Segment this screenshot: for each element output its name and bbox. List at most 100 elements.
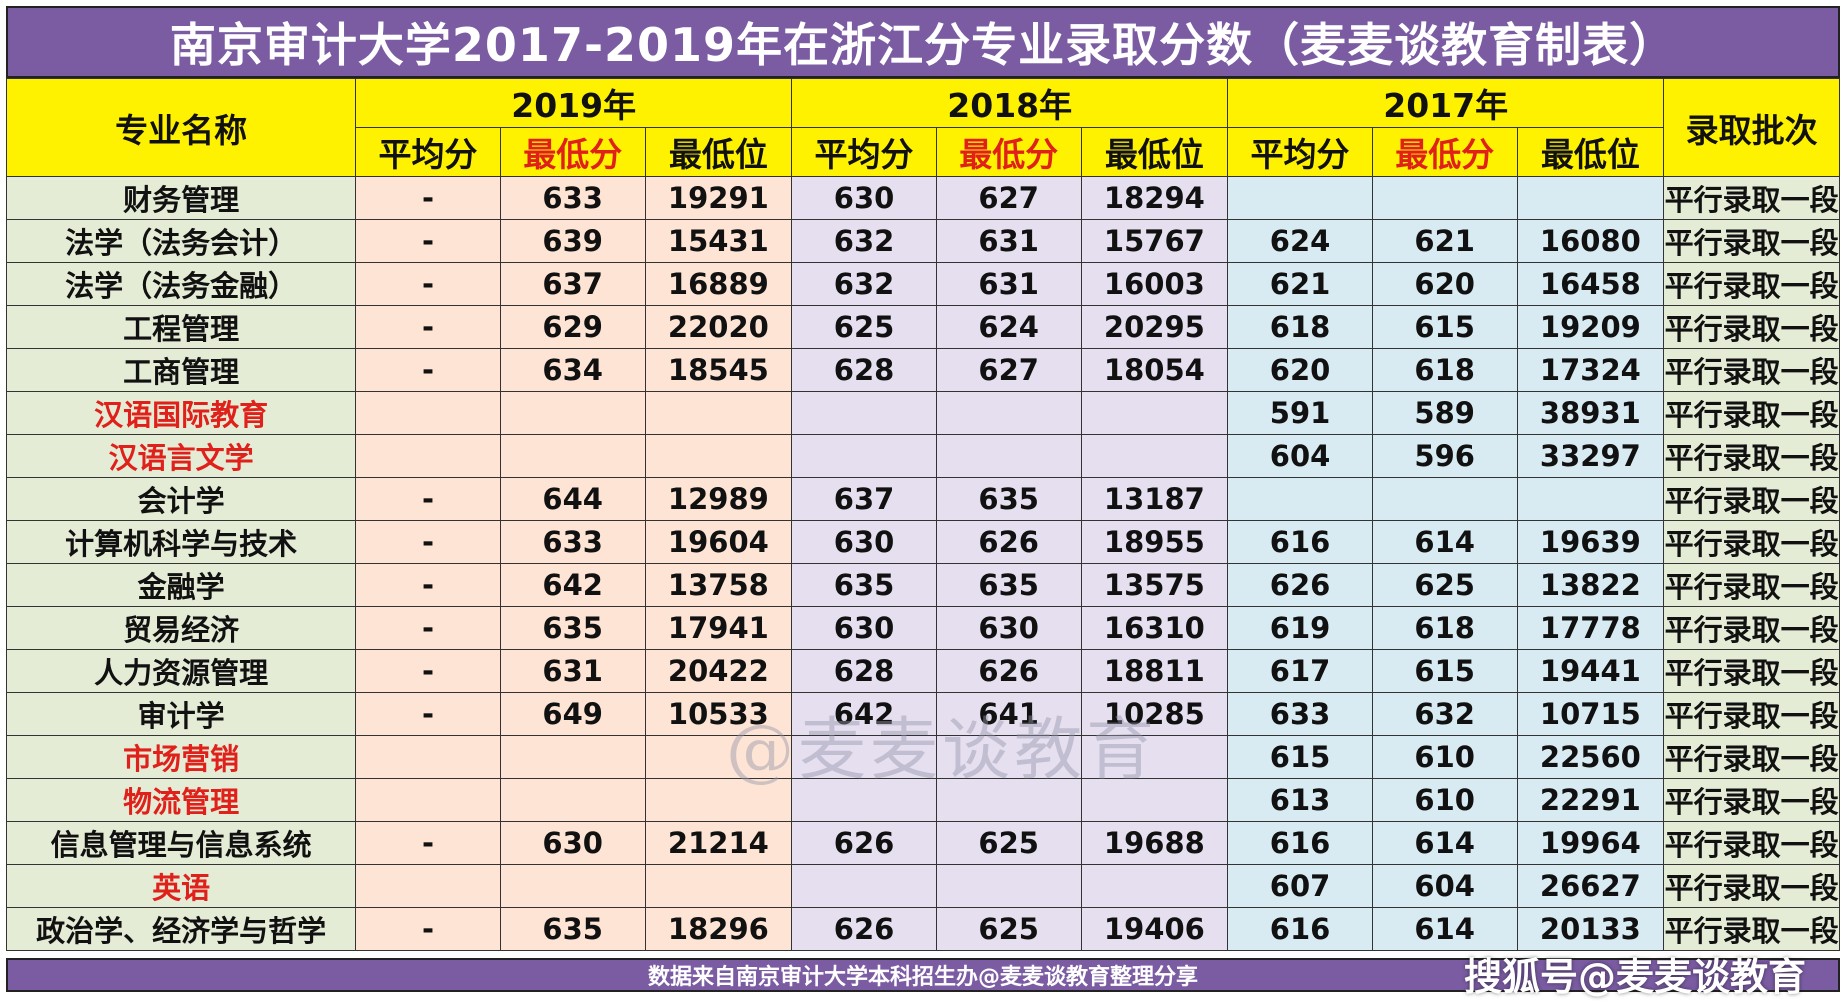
min-rank-2018-cell: 19688 [1080,821,1229,865]
min-score-2017-cell: 614 [1371,821,1518,865]
batch-cell: 平行录取一段 [1663,563,1840,607]
avg-score-2019-cell: - [355,649,501,693]
min-score-2017-cell: 604 [1371,864,1518,908]
min-score-2017-cell: 589 [1371,391,1518,435]
min-rank-2018-cell: 18054 [1080,348,1229,392]
header-min-2019: 最低分 [499,127,646,177]
min-rank-2019-cell: 19604 [644,520,793,564]
table-row: 金融学 -642 13758 635 635 13575 626 625 13822 平行录取一段 [5,563,1840,607]
min-score-2018-cell: 625 [935,821,1082,865]
min-rank-2018-cell [1080,778,1229,822]
major-name-cell: 计算机科学与技术 [5,520,357,564]
min-score-2019-cell: 635 [499,907,646,951]
min-score-2018-cell: 626 [935,649,1082,693]
min-rank-2018-cell: 20295 [1080,305,1229,349]
table-row: 人力资源管理 -631 20422 628 626 18811 617 615 19441 平行录… [5,649,1840,693]
header-min-2017: 最低分 [1371,127,1518,177]
avg-score-2018-cell: 637 [791,477,937,521]
avg-score-2017-cell: 616 [1227,821,1373,865]
avg-score-2018-cell: 628 [791,348,937,392]
min-score-2019-cell: 649 [499,692,646,736]
avg-score-2017-cell: 619 [1227,606,1373,650]
avg-score-2017-cell: 591 [1227,391,1373,435]
table-row: 计算机科学与技术 -633 19604 630 626 18955 616 614 19639 平… [5,520,1840,564]
avg-score-2018-cell: 635 [791,563,937,607]
table-row: 会计学 -644 12989 637 635 13187 平行录取一段 [5,477,1840,521]
batch-cell: 平行录取一段 [1663,520,1840,564]
avg-score-2018-cell: 625 [791,305,937,349]
min-score-2019-cell: 642 [499,563,646,607]
min-rank-2017-cell: 19639 [1516,520,1665,564]
avg-score-2018-cell: 630 [791,520,937,564]
min-score-2018-cell: 631 [935,219,1082,263]
min-rank-2017-cell: 17324 [1516,348,1665,392]
admission-sheet: 南京审计大学2017-2019年在浙江分专业录取分数（麦麦谈教育制表） 专业名称… [5,6,1840,999]
table-row: 汉语言文学 604 596 33297 平行录取一段 [5,434,1840,478]
table-row: 物流管理 613 610 22291 平行录取一段 [5,778,1840,822]
avg-score-2017-cell: 621 [1227,262,1373,306]
min-score-2017-cell: 618 [1371,606,1518,650]
avg-score-2018-cell: 632 [791,219,937,263]
min-rank-2017-cell: 22560 [1516,735,1665,779]
min-rank-2019-cell [644,864,793,908]
min-rank-2018-cell [1080,864,1229,908]
header-batch: 录取批次 [1663,78,1840,177]
min-score-2019-cell [499,864,646,908]
min-rank-2018-cell: 16003 [1080,262,1229,306]
min-rank-2018-cell: 10285 [1080,692,1229,736]
avg-score-2019-cell: - [355,907,501,951]
min-score-2018-cell: 631 [935,262,1082,306]
min-rank-2017-cell: 13822 [1516,563,1665,607]
major-name-cell: 政治学、经济学与哲学 [5,907,357,951]
header-rank-2019: 最低位 [644,127,793,177]
header-year-2017: 2017年 [1227,78,1665,128]
batch-cell: 平行录取一段 [1663,907,1840,951]
avg-score-2019-cell: - [355,692,501,736]
header-year-2019: 2019年 [355,78,793,128]
min-score-2018-cell: 624 [935,305,1082,349]
batch-cell: 平行录取一段 [1663,176,1840,220]
avg-score-2018-cell [791,391,937,435]
major-name-cell: 法学（法务会计） [5,219,357,263]
min-score-2019-cell [499,434,646,478]
major-name-cell: 会计学 [5,477,357,521]
table-row: 汉语国际教育 591 589 38931 平行录取一段 [5,391,1840,435]
min-rank-2019-cell: 22020 [644,305,793,349]
avg-score-2019-cell: - [355,477,501,521]
avg-score-2019-cell [355,391,501,435]
min-score-2017-cell: 596 [1371,434,1518,478]
avg-score-2019-cell: - [355,563,501,607]
table-title: 南京审计大学2017-2019年在浙江分专业录取分数（麦麦谈教育制表） [6,6,1840,78]
min-rank-2019-cell: 12989 [644,477,793,521]
min-score-2018-cell [935,864,1082,908]
avg-score-2018-cell: 630 [791,606,937,650]
min-score-2017-cell: 610 [1371,778,1518,822]
min-score-2018-cell: 641 [935,692,1082,736]
avg-score-2019-cell: - [355,520,501,564]
min-rank-2018-cell: 15767 [1080,219,1229,263]
min-score-2017-cell: 614 [1371,520,1518,564]
avg-score-2018-cell: 626 [791,907,937,951]
avg-score-2017-cell [1227,477,1373,521]
major-name-cell: 财务管理 [5,176,357,220]
avg-score-2017-cell: 616 [1227,907,1373,951]
major-name-cell: 金融学 [5,563,357,607]
min-rank-2018-cell [1080,391,1229,435]
header-avg-2018: 平均分 [791,127,937,177]
min-score-2019-cell: 633 [499,176,646,220]
min-rank-2017-cell: 16458 [1516,262,1665,306]
major-name-cell: 汉语言文学 [5,434,357,478]
min-rank-2018-cell: 18294 [1080,176,1229,220]
major-name-cell: 人力资源管理 [5,649,357,693]
min-rank-2018-cell: 18811 [1080,649,1229,693]
min-score-2017-cell: 621 [1371,219,1518,263]
min-rank-2017-cell [1516,176,1665,220]
min-rank-2017-cell: 19441 [1516,649,1665,693]
header-major-name: 专业名称 [5,78,357,177]
min-score-2017-cell: 610 [1371,735,1518,779]
major-name-cell: 信息管理与信息系统 [5,821,357,865]
avg-score-2017-cell: 626 [1227,563,1373,607]
avg-score-2017-cell: 604 [1227,434,1373,478]
batch-cell: 平行录取一段 [1663,606,1840,650]
min-score-2018-cell [935,735,1082,779]
